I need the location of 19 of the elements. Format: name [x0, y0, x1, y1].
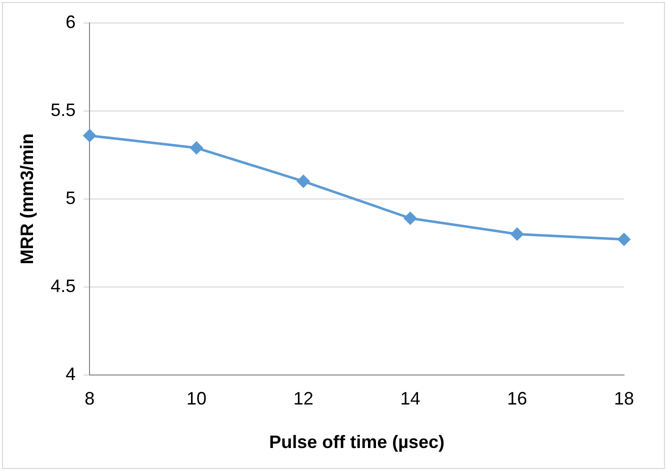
point — [618, 233, 630, 246]
x-tick-label: 12 — [293, 388, 314, 409]
y-tick-label: 4.5 — [50, 276, 76, 296]
x-tick-label: 8 — [84, 388, 95, 409]
y-tick-label: 6 — [66, 12, 76, 32]
x-axis-title: Pulse off time (µsec) — [269, 432, 445, 452]
x-tick-label: 18 — [614, 388, 634, 409]
x-tick-label: 14 — [400, 388, 420, 409]
y-tick-label: 5 — [66, 188, 76, 208]
point — [297, 175, 310, 188]
point — [190, 142, 203, 154]
y-axis-title: MRR (mm3/min — [16, 133, 37, 264]
point — [83, 129, 96, 142]
y-tick-label: 5.5 — [50, 100, 76, 120]
y-tick-label: 4 — [66, 364, 76, 384]
point — [404, 212, 416, 224]
point — [510, 228, 524, 240]
x-tick-label: 10 — [186, 388, 207, 409]
x-tick-label: 16 — [507, 388, 528, 409]
